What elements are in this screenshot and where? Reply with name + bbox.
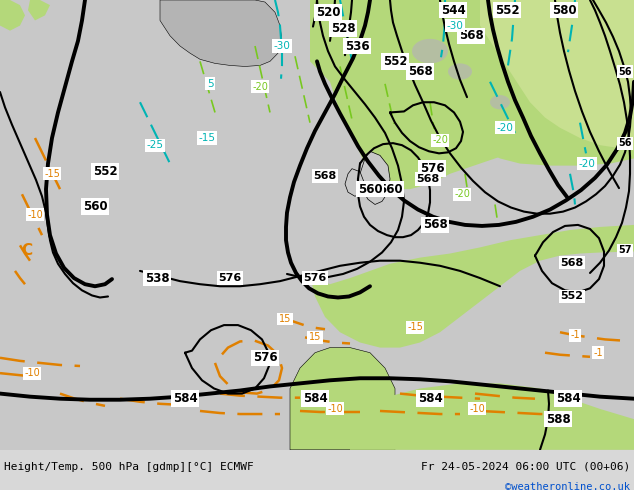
Text: Fr 24-05-2024 06:00 UTC (00+06): Fr 24-05-2024 06:00 UTC (00+06) xyxy=(421,462,630,472)
Text: 576: 576 xyxy=(304,273,327,283)
Text: 15: 15 xyxy=(309,332,321,343)
Polygon shape xyxy=(360,151,390,204)
Polygon shape xyxy=(0,0,25,31)
Text: 552: 552 xyxy=(560,292,583,301)
Text: -15: -15 xyxy=(44,169,60,179)
Polygon shape xyxy=(310,0,634,189)
Text: 568: 568 xyxy=(313,171,337,181)
Text: 56: 56 xyxy=(618,138,631,148)
Text: 588: 588 xyxy=(546,413,571,426)
Text: ©weatheronline.co.uk: ©weatheronline.co.uk xyxy=(505,482,630,490)
Text: 568: 568 xyxy=(458,29,483,42)
Text: 528: 528 xyxy=(331,22,355,35)
Text: C: C xyxy=(22,243,32,258)
Text: 576: 576 xyxy=(253,351,277,364)
Text: -30: -30 xyxy=(446,21,463,30)
Ellipse shape xyxy=(448,63,472,80)
Text: 57: 57 xyxy=(618,245,631,255)
Text: 56: 56 xyxy=(618,67,631,76)
Text: -10: -10 xyxy=(24,368,40,378)
Text: 576: 576 xyxy=(218,273,242,283)
Text: 568: 568 xyxy=(417,174,439,184)
Text: -15: -15 xyxy=(407,322,423,332)
Text: Height/Temp. 500 hPa [gdmp][°C] ECMWF: Height/Temp. 500 hPa [gdmp][°C] ECMWF xyxy=(4,462,254,472)
Text: 552: 552 xyxy=(495,4,519,17)
Text: -1: -1 xyxy=(570,330,580,341)
Text: 580: 580 xyxy=(552,4,576,17)
Text: -10: -10 xyxy=(327,404,343,414)
Text: 560: 560 xyxy=(358,183,382,196)
Polygon shape xyxy=(290,347,395,450)
Polygon shape xyxy=(350,383,634,450)
Text: -20: -20 xyxy=(252,82,268,92)
Text: -15: -15 xyxy=(198,133,216,143)
Text: 544: 544 xyxy=(441,4,465,17)
Text: -20: -20 xyxy=(496,123,514,133)
Text: -10: -10 xyxy=(469,404,485,414)
Polygon shape xyxy=(480,0,634,150)
Text: 568: 568 xyxy=(408,65,432,78)
Polygon shape xyxy=(400,0,634,166)
Polygon shape xyxy=(345,169,364,196)
Polygon shape xyxy=(28,0,50,21)
Text: 552: 552 xyxy=(383,55,407,68)
Text: 552: 552 xyxy=(93,165,117,178)
Text: 5: 5 xyxy=(207,79,213,89)
Text: 536: 536 xyxy=(345,40,370,52)
Text: 15: 15 xyxy=(279,314,291,324)
Text: -20: -20 xyxy=(432,135,448,145)
Text: -25: -25 xyxy=(146,140,164,150)
Text: 584: 584 xyxy=(555,392,580,405)
Ellipse shape xyxy=(412,39,448,63)
Text: 560: 560 xyxy=(378,183,403,196)
Text: 568: 568 xyxy=(423,219,448,231)
Text: 584: 584 xyxy=(418,392,443,405)
Text: -20: -20 xyxy=(454,189,470,199)
Text: -30: -30 xyxy=(273,41,290,51)
Text: 584: 584 xyxy=(302,392,327,405)
Text: -10: -10 xyxy=(27,210,43,220)
Text: 520: 520 xyxy=(316,6,340,19)
Ellipse shape xyxy=(490,95,510,109)
Text: 538: 538 xyxy=(145,271,169,285)
Text: 568: 568 xyxy=(560,258,584,268)
Text: -1: -1 xyxy=(593,348,603,358)
Text: -20: -20 xyxy=(579,159,595,169)
Text: 584: 584 xyxy=(172,392,197,405)
Polygon shape xyxy=(160,0,282,67)
Text: 576: 576 xyxy=(420,162,444,175)
Text: 560: 560 xyxy=(82,200,107,213)
Polygon shape xyxy=(310,225,634,347)
